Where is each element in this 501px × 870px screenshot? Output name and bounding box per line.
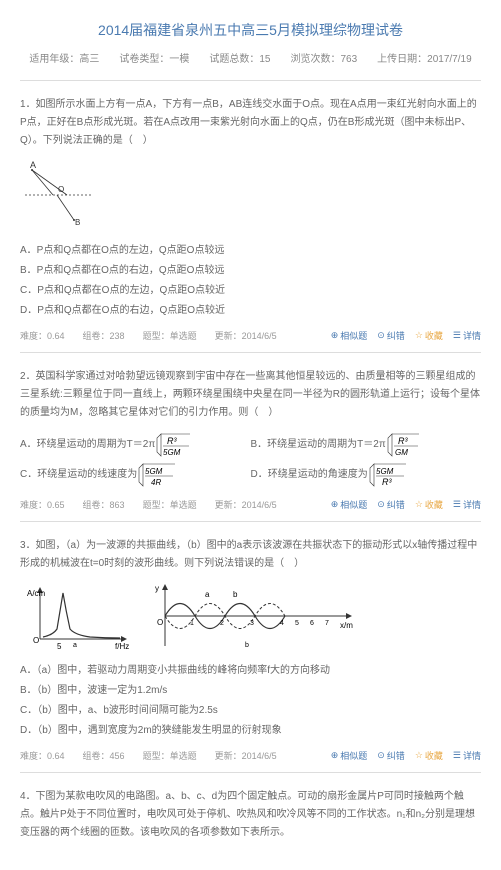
question-footer: 难度：0.64 组卷：456 题型：单选题 更新：2014/6/5 ⊕相似题 ⊙… [20, 749, 481, 762]
question-text: 3．如图，（a）为一波源的共振曲线，（b）图中的a表示该波源在共振状态下的振动形… [20, 537, 481, 573]
action-bar: ⊕相似题 ⊙纠错 ☆收藏 ☰详情 [331, 498, 481, 511]
svg-text:x/m: x/m [340, 621, 353, 630]
correct-button[interactable]: ⊙纠错 [377, 498, 405, 511]
svg-text:5GM: 5GM [376, 467, 394, 476]
page-container: 2014届福建省泉州五中高三5月模拟理综物理试卷 适用年级：高三 试卷类型：一模… [0, 0, 501, 870]
option-c: C．（b）图中，a、b波形时间间隔可能为2.5s [20, 701, 481, 721]
question-meta: 难度：0.64 组卷：238 题型：单选题 更新：2014/6/5 [20, 329, 277, 342]
option-a: A．环绕星运动的周期为T＝2π R³5GM [20, 430, 251, 460]
question-meta: 难度：0.64 组卷：456 题型：单选题 更新：2014/6/5 [20, 749, 277, 762]
detail-button[interactable]: ☰详情 [453, 498, 481, 511]
star-icon: ☆ [415, 330, 423, 341]
diagram-q3: A/cm f/Hz O 5 a y x/m O 1 2 3 4 [25, 581, 481, 651]
option-d: D．（b）图中，遇到宽度为2m的狭缝能发生明显的衍射现象 [20, 721, 481, 741]
option-d: D．环绕星运动的角速度为 5GMR³ [251, 460, 482, 490]
svg-text:A: A [30, 160, 36, 170]
option-a: A．（a）图中，若驱动力周期变小共振曲线的峰将向频率f大的方向移动 [20, 661, 481, 681]
svg-text:GM: GM [395, 448, 408, 457]
svg-text:4: 4 [280, 620, 284, 627]
detail-button[interactable]: ☰详情 [453, 329, 481, 342]
svg-text:b: b [245, 642, 249, 649]
svg-text:R³: R³ [398, 436, 408, 446]
options-list: A．P点和Q点都在O点的左边，Q点距O点较远 B．P点和Q点都在O点的右边，Q点… [20, 241, 481, 321]
plus-icon: ⊕ [331, 499, 339, 510]
option-b: B．环绕星运动的周期为T＝2π R³GM [251, 430, 482, 460]
svg-text:5: 5 [295, 620, 299, 627]
question-meta: 难度：0.65 组卷：863 题型：单选题 更新：2014/6/5 [20, 498, 277, 511]
svg-text:5: 5 [57, 642, 62, 651]
svg-text:O: O [33, 636, 39, 645]
question-footer: 难度：0.64 组卷：238 题型：单选题 更新：2014/6/5 ⊕相似题 ⊙… [20, 329, 481, 342]
options-list: A．环绕星运动的周期为T＝2π R³5GM B．环绕星运动的周期为T＝2π R³… [20, 430, 481, 490]
search-icon: ⊙ [377, 330, 385, 341]
svg-text:6: 6 [310, 620, 314, 627]
action-bar: ⊕相似题 ⊙纠错 ☆收藏 ☰详情 [331, 329, 481, 342]
list-icon: ☰ [453, 499, 461, 510]
option-b: B．（b）图中，波速一定为1.2m/s [20, 681, 481, 701]
star-icon: ☆ [415, 750, 423, 761]
svg-text:R³: R³ [382, 477, 392, 487]
action-bar: ⊕相似题 ⊙纠错 ☆收藏 ☰详情 [331, 749, 481, 762]
star-icon: ☆ [415, 499, 423, 510]
svg-text:a: a [205, 590, 210, 599]
question-4: 4．下图为某款电吹风的电路图。a、b、c、d为四个固定触点。可动的扇形金属片P可… [20, 772, 481, 860]
option-c: C．环绕星运动的线速度为 5GM4R [20, 460, 251, 490]
question-3: 3．如图，（a）为一波源的共振曲线，（b）图中的a表示该波源在共振状态下的振动形… [20, 521, 481, 772]
svg-text:5GM: 5GM [145, 467, 163, 476]
option-a: A．P点和Q点都在O点的左边，Q点距O点较远 [20, 241, 481, 261]
svg-text:b: b [233, 590, 238, 599]
question-text: 1．如图所示水面上方有一点A，下方有一点B，AB连线交水面于O点。现在A点用一束… [20, 96, 481, 150]
option-c: C．P点和Q点都在O点的左边，Q点距O点较近 [20, 281, 481, 301]
plus-icon: ⊕ [331, 750, 339, 761]
similar-button[interactable]: ⊕相似题 [331, 498, 368, 511]
question-1: 1．如图所示水面上方有一点A，下方有一点B，AB连线交水面于O点。现在A点用一束… [20, 80, 481, 352]
svg-text:7: 7 [325, 620, 329, 627]
exam-title: 2014届福建省泉州五中高三5月模拟理综物理试卷 [20, 20, 481, 40]
svg-text:O: O [157, 618, 163, 627]
favorite-button[interactable]: ☆收藏 [415, 329, 443, 342]
option-b: B．P点和Q点都在O点的右边，Q点距O点较远 [20, 261, 481, 281]
svg-text:A/cm: A/cm [27, 589, 46, 598]
svg-text:5GM: 5GM [163, 448, 181, 457]
svg-text:4R: 4R [151, 478, 161, 487]
detail-button[interactable]: ☰详情 [453, 749, 481, 762]
svg-text:3: 3 [250, 620, 254, 627]
correct-button[interactable]: ⊙纠错 [377, 329, 405, 342]
favorite-button[interactable]: ☆收藏 [415, 749, 443, 762]
svg-text:f/Hz: f/Hz [115, 642, 129, 651]
svg-text:a: a [73, 642, 77, 649]
question-2: 2．英国科学家通过对哈勃望远镜观察到宇宙中存在一些离其他恒星较远的、由质量相等的… [20, 352, 481, 521]
option-d: D．P点和Q点都在O点的右边，Q点距O点较近 [20, 301, 481, 321]
options-list: A．（a）图中，若驱动力周期变小共振曲线的峰将向频率f大的方向移动 B．（b）图… [20, 661, 481, 741]
correct-button[interactable]: ⊙纠错 [377, 749, 405, 762]
question-footer: 难度：0.65 组卷：863 题型：单选题 更新：2014/6/5 ⊕相似题 ⊙… [20, 498, 481, 511]
search-icon: ⊙ [377, 499, 385, 510]
svg-text:O: O [58, 185, 64, 194]
search-icon: ⊙ [377, 750, 385, 761]
similar-button[interactable]: ⊕相似题 [331, 329, 368, 342]
list-icon: ☰ [453, 750, 461, 761]
exam-meta: 适用年级：高三 试卷类型：一模 试题总数：15 浏览次数：763 上传日期：20… [20, 50, 481, 65]
favorite-button[interactable]: ☆收藏 [415, 498, 443, 511]
svg-text:1: 1 [190, 620, 194, 627]
plus-icon: ⊕ [331, 330, 339, 341]
question-text: 4．下图为某款电吹风的电路图。a、b、c、d为四个固定触点。可动的扇形金属片P可… [20, 788, 481, 842]
similar-button[interactable]: ⊕相似题 [331, 749, 368, 762]
svg-text:y: y [155, 584, 159, 593]
svg-text:R³: R³ [167, 436, 177, 446]
svg-text:B: B [75, 218, 80, 227]
diagram-q1: A O B [25, 158, 481, 231]
svg-text:2: 2 [220, 620, 224, 627]
list-icon: ☰ [453, 330, 461, 341]
question-text: 2．英国科学家通过对哈勃望远镜观察到宇宙中存在一些离其他恒星较远的、由质量相等的… [20, 368, 481, 422]
